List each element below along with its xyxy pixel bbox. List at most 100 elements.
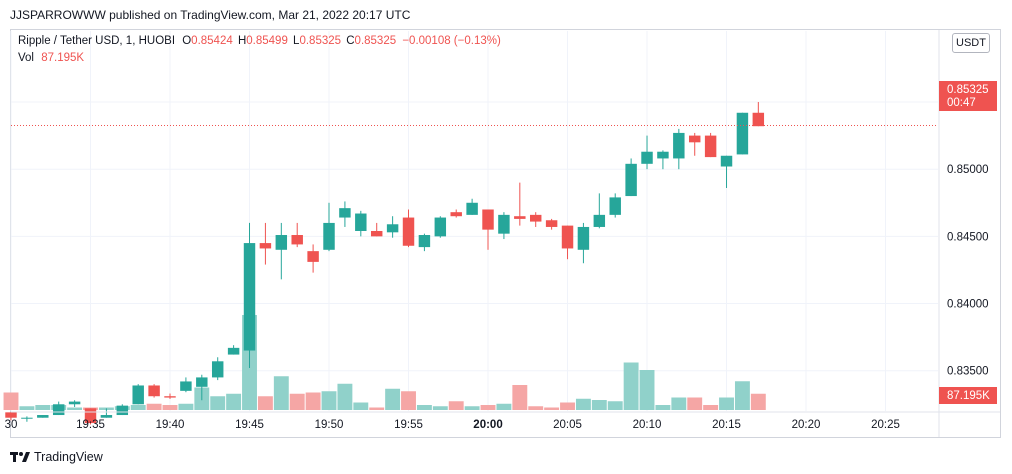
tradingview-logo-icon <box>10 452 30 462</box>
volume-bar <box>560 402 575 410</box>
volume-bar <box>226 393 242 410</box>
volume-bar <box>257 396 273 410</box>
volume-bar <box>464 406 480 410</box>
volume-bar <box>369 407 385 410</box>
ohlc-legend: Ripple / Tether USD, 1, HUOBI O0.85424 H… <box>18 35 501 47</box>
volume-bar <box>401 391 416 410</box>
volume-bar <box>734 381 750 410</box>
candle-body <box>196 377 208 387</box>
candle-body <box>402 217 415 246</box>
time-tick-label: 20:15 <box>712 419 741 431</box>
time-tick-label: 19:45 <box>235 419 264 431</box>
candle-body <box>116 405 129 416</box>
volume-label: Vol <box>18 52 34 64</box>
open-value: 0.85424 <box>191 35 233 47</box>
volume-bars <box>3 315 766 410</box>
candle-body <box>180 381 192 391</box>
candle-body <box>148 385 160 397</box>
volume-bar <box>639 370 655 410</box>
candle-body <box>752 112 765 127</box>
volume-bar <box>130 405 146 410</box>
volume-bar <box>607 401 623 410</box>
volume-bar <box>178 403 194 410</box>
volume-bar <box>448 401 464 410</box>
volume-bar <box>655 405 671 410</box>
candle-body <box>339 208 351 218</box>
candle-body <box>529 214 542 222</box>
volume-bar <box>385 388 401 410</box>
candle-body <box>418 235 431 248</box>
candle-body <box>164 396 176 398</box>
time-tick-label: 20:25 <box>871 419 900 431</box>
candle-body <box>450 212 462 217</box>
time-tick-label: 19:35 <box>76 419 105 431</box>
candles <box>5 102 765 425</box>
currency-button[interactable]: USDT <box>952 33 990 53</box>
candle-body <box>52 404 65 416</box>
time-axis: 30 19:35 19:40 19:45 19:50 19:55 20:00 20:05 20:… <box>5 419 900 431</box>
candle-body <box>307 251 319 262</box>
candle-body <box>259 243 272 249</box>
candle-body <box>211 361 224 378</box>
high-value: 0.85499 <box>246 35 288 47</box>
low-label: L <box>293 35 300 47</box>
close-value: 0.85325 <box>354 35 397 47</box>
low-value: 0.85325 <box>299 35 342 47</box>
price-tick-label: 0.83500 <box>947 366 989 378</box>
volume-bar <box>289 393 305 410</box>
candle-body <box>370 230 383 237</box>
candle-body <box>657 151 669 159</box>
time-tick-label: 20:20 <box>792 419 821 431</box>
candle-body <box>641 151 653 164</box>
volume-bar <box>544 407 560 410</box>
time-tick-label: 20:10 <box>633 419 662 431</box>
tradingview-footer[interactable]: TradingView <box>10 450 103 464</box>
time-tick-label: 20:05 <box>553 419 582 431</box>
time-tick-label: 20:00 <box>473 419 502 431</box>
candle-body <box>434 217 447 237</box>
volume-bar <box>3 392 19 410</box>
price-tick-label: 0.84000 <box>947 299 989 311</box>
candle-body <box>720 155 733 167</box>
volume-bar <box>432 406 448 410</box>
volume-value: 87.195K <box>41 52 85 64</box>
candle-body <box>323 222 335 250</box>
publisher-header: JJSPARROWWW published on TradingView.com… <box>10 8 411 22</box>
candle-body <box>625 163 637 197</box>
volume-bar <box>575 398 591 410</box>
candle-body <box>355 213 367 231</box>
candle-body <box>482 209 494 230</box>
volume-bar <box>687 397 703 410</box>
volume-bar <box>305 392 321 410</box>
volume-bar <box>623 362 639 410</box>
candle-body <box>577 226 590 250</box>
volume-bar <box>750 393 766 410</box>
bar-countdown: 00:47 <box>947 97 976 109</box>
volume-bar <box>528 406 544 410</box>
candle-body <box>243 243 256 351</box>
symbol-title[interactable]: Ripple / Tether USD, 1, HUOBI <box>18 35 176 47</box>
volume-bar <box>321 391 337 410</box>
candle-body <box>609 197 621 215</box>
candle-body <box>688 135 701 143</box>
candle-body <box>275 235 288 250</box>
time-tick-label: 19:55 <box>394 419 423 431</box>
footer-brand: TradingView <box>34 450 103 464</box>
candle-body <box>68 401 81 405</box>
close-label: C <box>346 35 355 47</box>
candle-body <box>5 412 17 418</box>
volume-bar <box>162 405 178 410</box>
candle-body <box>673 132 685 159</box>
volume-bar <box>146 403 162 410</box>
chart-grid <box>10 31 938 411</box>
last-price-tag: 0.85325 00:47 <box>939 81 997 111</box>
volume-bar <box>719 397 734 410</box>
candle-body <box>84 408 97 424</box>
volume-bar <box>35 405 51 410</box>
candle-body <box>132 385 144 405</box>
volume-bar <box>273 376 289 410</box>
candle-body <box>704 135 717 158</box>
high-label: H <box>237 35 247 47</box>
